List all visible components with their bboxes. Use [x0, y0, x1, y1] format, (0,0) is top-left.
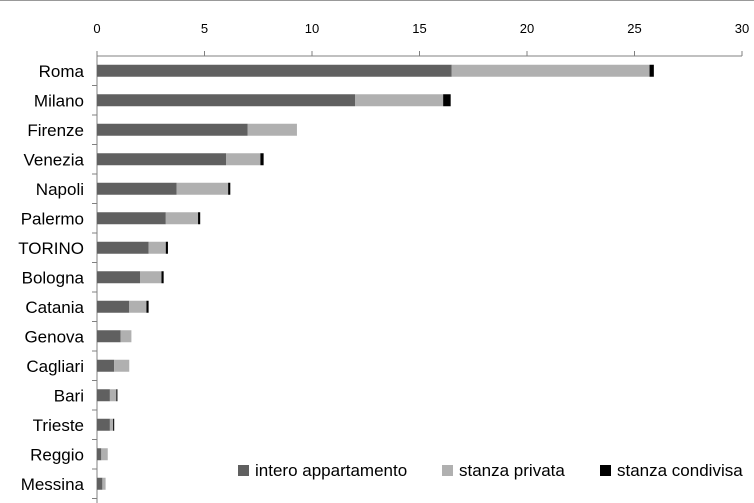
- bar-segment-intero-appartamento: [97, 448, 102, 461]
- bar-segment-intero-appartamento: [97, 153, 226, 166]
- x-tick-label: 25: [627, 21, 641, 36]
- bar-segment-stanza-privata: [101, 448, 108, 461]
- category-label: Trieste: [33, 416, 84, 435]
- bar-segment-stanza-privata: [165, 212, 199, 225]
- category-label: Reggio: [30, 445, 84, 464]
- legend: intero appartamento stanza privata stanza …: [238, 461, 743, 480]
- bar-segment-stanza-privata: [109, 418, 114, 431]
- y-axis: Roma Milano Firenze Venezia Napoli Palermo TOR…: [18, 56, 98, 503]
- legend-label: stanza condivisa: [617, 461, 743, 480]
- category-label: Bari: [54, 386, 84, 405]
- bar-segment-stanza-privata: [176, 182, 229, 195]
- bar-segment-stanza-privata: [129, 300, 147, 313]
- category-label: Venezia: [24, 150, 85, 169]
- bar-segment-stanza-condivisa: [228, 182, 231, 195]
- bar-segment-stanza-condivisa: [113, 418, 115, 431]
- category-label: Napoli: [36, 180, 84, 199]
- bar-segment-intero-appartamento: [97, 477, 103, 490]
- legend-label: intero appartamento: [255, 461, 407, 480]
- bar-segment-intero-appartamento: [97, 182, 177, 195]
- bar-segment-stanza-condivisa: [146, 300, 149, 313]
- category-label: TORINO: [18, 239, 84, 258]
- bar-segment-stanza-privata: [247, 123, 297, 136]
- bar-segment-intero-appartamento: [97, 389, 110, 402]
- category-label: Bologna: [22, 268, 85, 287]
- bar-segment-intero-appartamento: [97, 94, 355, 107]
- legend-swatch: [600, 465, 611, 476]
- bar-segment-stanza-condivisa: [649, 64, 654, 77]
- bar-segment-stanza-privata: [355, 94, 444, 107]
- bar-segment-stanza-condivisa: [198, 212, 201, 225]
- bar-segment-intero-appartamento: [97, 359, 115, 372]
- bar-segment-stanza-condivisa: [116, 389, 118, 402]
- bar-segment-intero-appartamento: [97, 300, 130, 313]
- category-label: Roma: [39, 62, 85, 81]
- bar-segment-intero-appartamento: [97, 418, 110, 431]
- legend-label: stanza privata: [459, 461, 565, 480]
- x-tick-label: 10: [305, 21, 319, 36]
- bar-segment-intero-appartamento: [97, 64, 452, 77]
- category-label: Milano: [34, 91, 84, 110]
- legend-swatch: [238, 465, 249, 476]
- x-tick-label: 5: [201, 21, 208, 36]
- category-label: Cagliari: [26, 357, 84, 376]
- x-axis: 0 5 10 15 20 25 30: [93, 21, 749, 57]
- category-label: Messina: [21, 475, 85, 494]
- x-tick-label: 20: [520, 21, 534, 36]
- bar-segment-stanza-privata: [226, 153, 261, 166]
- bar-segment-intero-appartamento: [97, 241, 149, 254]
- x-tick-label: 30: [735, 21, 749, 36]
- x-tick-label: 15: [412, 21, 426, 36]
- bar-segment-intero-appartamento: [97, 330, 121, 343]
- bar-segment-stanza-privata: [109, 389, 117, 402]
- bar-segment-stanza-condivisa: [161, 271, 164, 284]
- bar-segment-stanza-privata: [451, 64, 650, 77]
- bar-segment-stanza-condivisa: [165, 241, 168, 254]
- category-label: Firenze: [27, 121, 84, 140]
- category-label: Palermo: [21, 209, 84, 228]
- bar-segment-stanza-privata: [114, 359, 130, 372]
- bar-segment-stanza-privata: [102, 477, 106, 490]
- bars: [97, 64, 654, 490]
- legend-swatch: [442, 465, 453, 476]
- bar-segment-stanza-condivisa: [260, 153, 264, 166]
- bar-segment-stanza-privata: [120, 330, 132, 343]
- bar-segment-intero-appartamento: [97, 271, 140, 284]
- category-label: Catania: [25, 298, 84, 317]
- category-label: Genova: [24, 327, 84, 346]
- bar-segment-intero-appartamento: [97, 212, 166, 225]
- bar-segment-stanza-privata: [148, 241, 166, 254]
- bar-segment-intero-appartamento: [97, 123, 248, 136]
- bar-segment-stanza-privata: [140, 271, 162, 284]
- bar-segment-stanza-condivisa: [443, 94, 451, 107]
- x-tick-label: 0: [93, 21, 100, 36]
